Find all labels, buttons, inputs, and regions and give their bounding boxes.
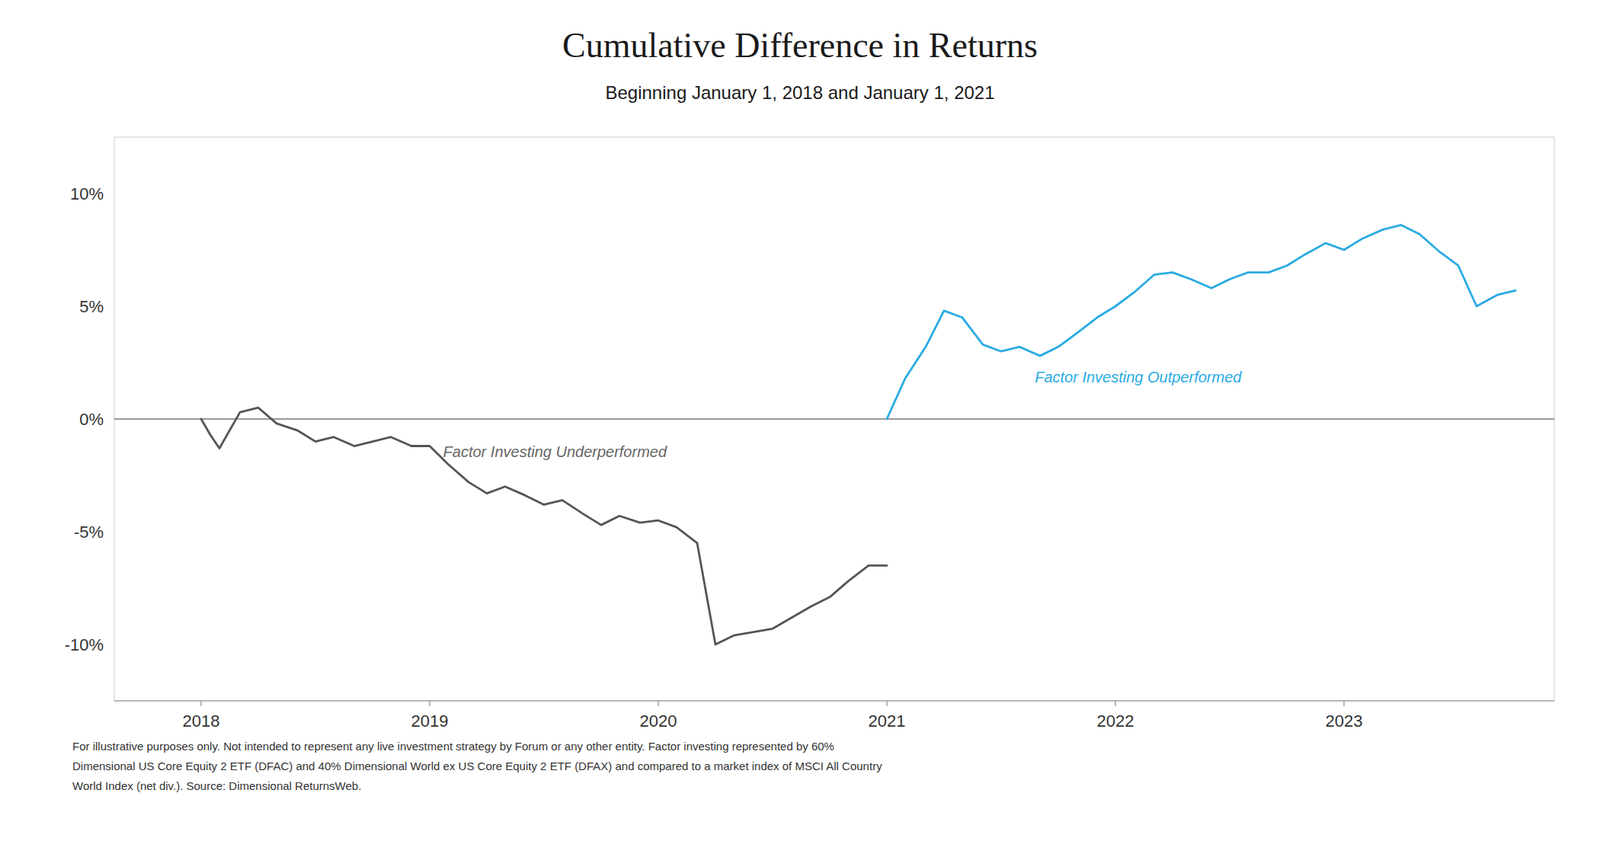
series-group [201,224,1516,645]
y-tick-label: -10% [64,635,104,655]
x-tick [657,700,659,707]
x-axis [114,700,1555,701]
y-tick-label: 0% [79,409,104,429]
footnote: For illustrative purposes only. Not inte… [72,739,883,793]
x-tick-label: 2023 [1325,711,1364,731]
y-tick-label: -5% [73,522,104,542]
x-tick-label: 2021 [868,711,906,731]
y-tick-label: 10% [70,184,104,204]
line [886,224,1516,420]
x-tick [886,700,887,707]
zero-line [114,419,1555,420]
x-tick [1343,700,1344,707]
footnote-line: For illustrative purposes only. Not inte… [72,739,835,753]
x-tick-label: 2022 [1097,711,1135,731]
x-tick [200,700,202,707]
annotation: Factor Investing Underperformed [443,443,668,461]
x-tick [1114,700,1116,707]
x-tick-label: 2020 [640,711,678,731]
title: Cumulative Difference in Returns [562,25,1038,65]
subtitle: Beginning January 1, 2018 and January 1,… [604,82,995,103]
footnote-line: Dimensional US Core Equity 2 ETF (DFAC) … [72,759,883,773]
plot-frame [114,137,1555,701]
x-tick-label: 2018 [182,711,221,731]
x-tick-label: 2019 [411,711,449,731]
line [201,407,887,645]
x-tick [428,700,430,707]
footnote-line: World Index (net div.). Source: Dimensio… [72,779,362,793]
y-tick-label: 5% [79,297,104,317]
annotation: Factor Investing Outperformed [1034,368,1242,386]
chart: Cumulative Difference in Returns Beginnin… [0,0,1600,857]
